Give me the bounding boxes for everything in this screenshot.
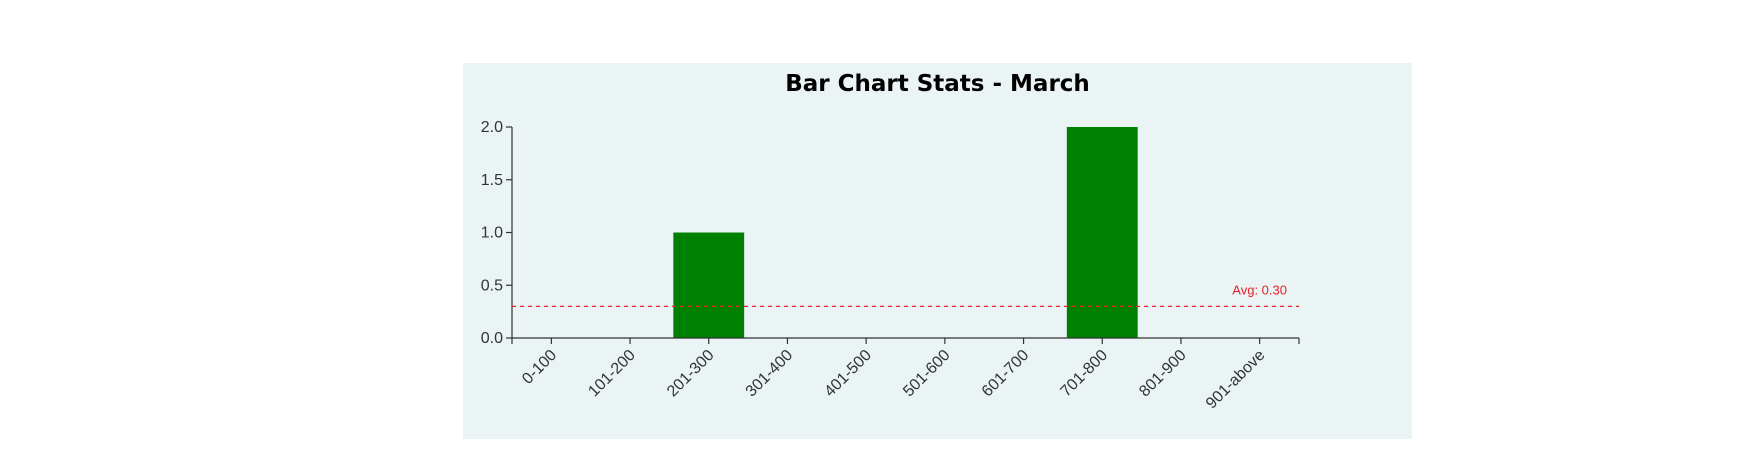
x-tick-label: 901-above (1203, 347, 1269, 413)
y-tick-label: 0.0 (481, 330, 503, 347)
average-label: Avg: 0.30 (1232, 282, 1287, 297)
x-tick-label: 501-600 (900, 347, 954, 401)
x-tick-label: 301-400 (743, 347, 797, 401)
x-tick-label: 101-200 (585, 347, 639, 401)
y-tick-label: 1.5 (481, 172, 503, 189)
x-tick-label: 801-900 (1136, 347, 1190, 401)
x-tick-label: 701-800 (1058, 347, 1112, 401)
x-tick-label: 601-700 (979, 347, 1033, 401)
bar-701-800 (1066, 127, 1138, 338)
x-tick-label: 201-300 (664, 347, 718, 401)
x-tick-label: 401-500 (821, 347, 875, 401)
y-tick-label: 0.5 (481, 277, 503, 294)
chart-card: Bar Chart Stats - March 0.0 0.5 1.0 1.5 2.0 0… (463, 63, 1412, 439)
y-tick-label: 2.0 (481, 119, 503, 136)
chart-title: Bar Chart Stats - March (785, 71, 1090, 97)
bar-201-300 (673, 232, 745, 338)
y-tick-label: 1.0 (481, 225, 503, 242)
bar-chart: 0.0 0.5 1.0 1.5 2.0 0-100 101-200 201-300 301-40… (481, 119, 1300, 413)
x-tick-label: 0-100 (519, 347, 560, 388)
